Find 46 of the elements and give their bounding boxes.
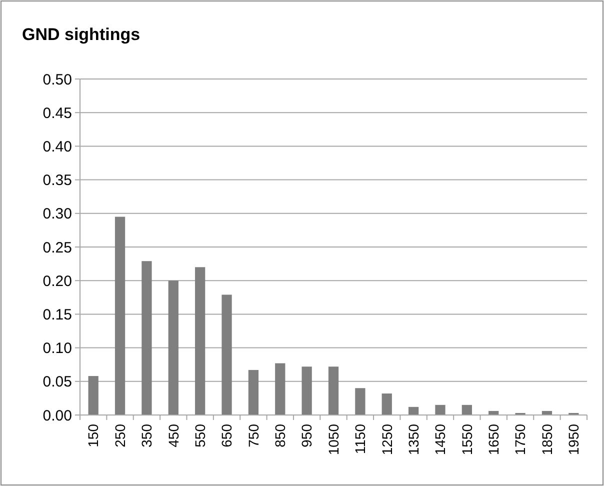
bar xyxy=(195,267,206,415)
x-tick-label: 1550 xyxy=(458,424,475,456)
x-tick-label: 1050 xyxy=(325,424,342,456)
x-tick-label: 1250 xyxy=(378,424,395,456)
bar xyxy=(114,216,126,415)
x-tick-label: 450 xyxy=(165,424,182,448)
bar xyxy=(142,261,152,415)
bar xyxy=(328,366,339,415)
bar xyxy=(435,404,446,415)
x-tick-label: 750 xyxy=(245,424,262,448)
x-tick-label: 350 xyxy=(138,424,155,448)
y-tick-label: 0.20 xyxy=(42,272,72,290)
x-tick-label: 950 xyxy=(298,424,315,448)
x-tick-label: 150 xyxy=(85,424,102,448)
y-tick-label: 0.25 xyxy=(42,239,72,256)
x-tick-label: 1350 xyxy=(405,424,422,456)
bar xyxy=(355,388,366,415)
chart-title: GND sightings xyxy=(22,25,140,44)
x-tick-label: 550 xyxy=(192,424,208,448)
y-tick-label: 0.35 xyxy=(42,172,72,190)
bar xyxy=(248,370,259,415)
bar xyxy=(222,294,232,415)
y-tick-label: 0.15 xyxy=(42,306,72,324)
x-tick-label: 650 xyxy=(218,424,235,448)
y-tick-label: 0.00 xyxy=(42,407,72,424)
x-tick-label: 250 xyxy=(112,424,128,448)
x-tick-label: 1850 xyxy=(538,424,555,456)
y-tick-label: 0.40 xyxy=(42,138,72,156)
x-tick-label: 1450 xyxy=(432,424,448,456)
y-tick-label: 0.50 xyxy=(42,71,72,88)
x-tick-label: 850 xyxy=(272,424,288,448)
x-tick-label: 1750 xyxy=(512,424,528,456)
bar xyxy=(168,280,178,415)
bar xyxy=(275,363,286,415)
bar xyxy=(462,404,472,415)
bar xyxy=(302,366,312,415)
x-tick-label: 1650 xyxy=(486,424,502,456)
bar xyxy=(382,393,392,415)
bar xyxy=(408,406,419,415)
y-tick-label: 0.05 xyxy=(42,374,72,391)
bar xyxy=(88,376,98,415)
y-tick-label: 0.10 xyxy=(42,340,72,358)
y-tick-label: 0.30 xyxy=(42,206,72,223)
y-tick-label: 0.45 xyxy=(42,104,72,122)
x-tick-label: 1150 xyxy=(352,424,368,454)
x-tick-label: 1950 xyxy=(566,424,582,456)
